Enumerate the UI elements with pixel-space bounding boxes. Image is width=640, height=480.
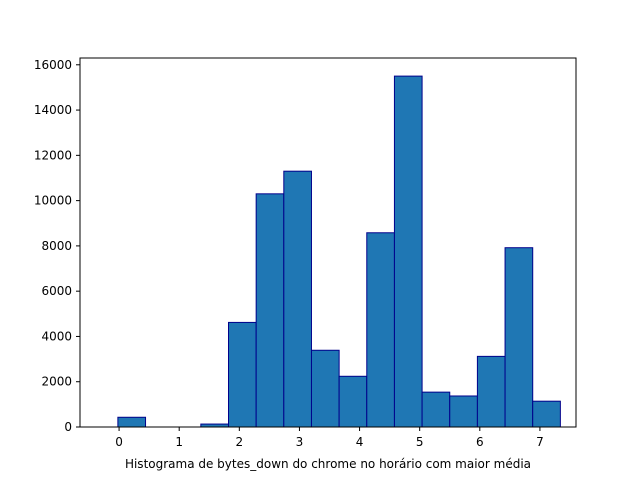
histogram-bar — [255, 193, 285, 428]
x-tick-label: 4 — [356, 435, 364, 449]
histogram-bar — [366, 232, 395, 428]
y-tick-label: 2000 — [41, 375, 72, 389]
y-tick-label: 6000 — [41, 284, 72, 298]
x-tick-label: 0 — [115, 435, 123, 449]
x-tick-label: 6 — [476, 435, 484, 449]
x-tick-label: 7 — [536, 435, 544, 449]
histogram-bar — [117, 416, 147, 428]
histogram-bar — [504, 247, 534, 428]
y-tick-label: 10000 — [34, 194, 72, 208]
histogram-bar — [283, 170, 312, 428]
y-axis: 0 2000 4000 6000 8000 10000 12000 14000 16000 — [34, 58, 80, 434]
histogram-bars — [117, 75, 561, 428]
histogram-bar — [338, 375, 368, 428]
y-tick-label: 4000 — [41, 329, 72, 343]
plot-frame — [79, 57, 577, 428]
histogram-bar — [532, 400, 561, 428]
y-tick-label: 8000 — [41, 239, 72, 253]
y-tick-label: 16000 — [34, 58, 72, 72]
y-tick-label: 12000 — [34, 148, 72, 162]
x-tick-label: 3 — [296, 435, 304, 449]
y-tick-label: 0 — [64, 420, 72, 434]
x-axis-label: Histograma de bytes_down do chrome no ho… — [125, 457, 531, 471]
y-tick-label: 14000 — [34, 103, 72, 117]
x-tick-label: 5 — [416, 435, 424, 449]
histogram-bar — [421, 391, 451, 428]
histogram-bar — [393, 75, 423, 428]
histogram-bar — [310, 349, 340, 428]
histogram-bar — [449, 395, 478, 428]
x-axis: 0 1 2 3 4 5 6 7 — [115, 427, 544, 449]
x-tick-label: 2 — [236, 435, 244, 449]
histogram-bar — [228, 321, 257, 428]
histogram-bar — [476, 355, 506, 428]
x-tick-label: 1 — [175, 435, 183, 449]
